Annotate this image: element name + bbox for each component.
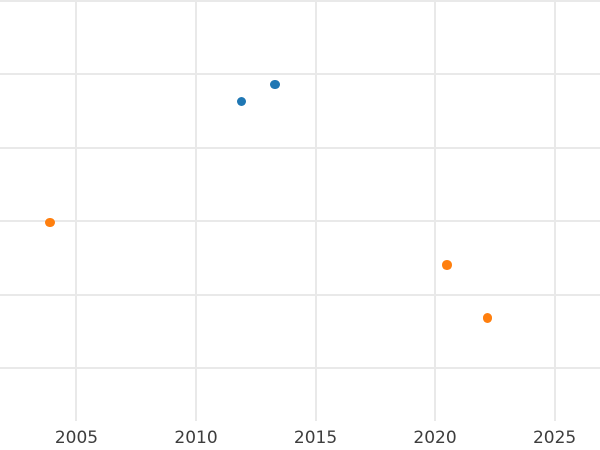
data-point-orange-2020.5 xyxy=(442,260,452,270)
horizontal-gridline-y5 xyxy=(0,0,600,2)
vertical-gridline-2020 xyxy=(434,0,437,421)
x-tick-label-2020: 2020 xyxy=(413,428,457,448)
x-tick-label-2005: 2005 xyxy=(54,428,99,448)
vertical-gridline-2015 xyxy=(314,0,317,421)
vertical-gridline-2025 xyxy=(553,0,556,421)
data-point-orange-2003.9 xyxy=(45,217,55,228)
data-point-orange-2022.2 xyxy=(482,313,493,323)
horizontal-gridline-y4 xyxy=(0,73,600,76)
data-point-blue-2013.3 xyxy=(270,79,280,90)
horizontal-gridline-y2 xyxy=(0,220,600,223)
vertical-gridline-2005 xyxy=(75,0,78,421)
x-tick-label-2015: 2015 xyxy=(293,428,338,448)
x-tick-label-2010: 2010 xyxy=(174,428,218,448)
horizontal-gridline-y1 xyxy=(0,293,600,296)
data-point-blue-2011.9 xyxy=(236,96,247,107)
vertical-gridline-2010 xyxy=(195,0,198,421)
horizontal-gridline-y3 xyxy=(0,146,600,149)
horizontal-gridline-y0 xyxy=(0,367,600,370)
x-tick-label-2025: 2025 xyxy=(532,428,577,448)
